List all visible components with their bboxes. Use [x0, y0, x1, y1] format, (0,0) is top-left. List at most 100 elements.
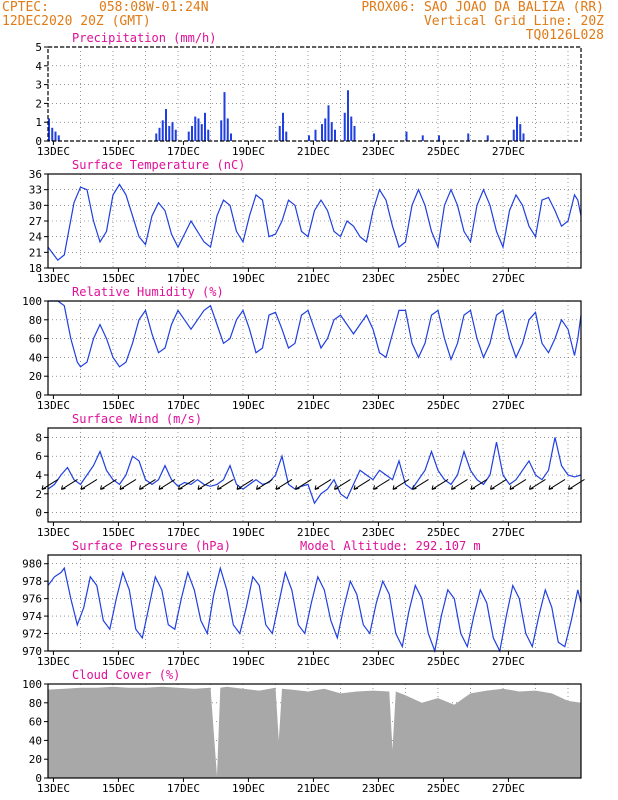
x-tick-label: 21DEC — [297, 399, 330, 412]
panel-title: Cloud Cover (%) — [72, 668, 180, 682]
x-tick-label: 27DEC — [492, 145, 525, 158]
wind-arrow — [314, 478, 332, 490]
x-tick-label: 25DEC — [427, 655, 460, 668]
wind-arrowhead — [470, 485, 476, 490]
wind-arrow — [61, 478, 78, 490]
y-tick-label: 3 — [35, 79, 42, 92]
wind-arrowhead — [275, 485, 281, 490]
precip-bar — [343, 112, 346, 141]
x-tick-label: 21DEC — [297, 145, 330, 158]
precip-bar — [155, 133, 158, 141]
wind-arrow — [470, 478, 488, 490]
precip-bar — [486, 135, 489, 141]
y-tick-label: 36 — [29, 168, 42, 181]
x-tick-label: 23DEC — [362, 272, 395, 285]
pressure-series-line — [47, 565, 582, 654]
precip-bar — [230, 133, 232, 141]
panel-frame — [47, 427, 582, 523]
y-tick-label: 33 — [29, 184, 42, 197]
wind-arrow — [119, 478, 137, 490]
wind-arrow — [275, 478, 293, 490]
wind-arrowhead — [431, 485, 437, 490]
y-tick-label: 80 — [29, 314, 42, 327]
x-tick-label: 13DEC — [37, 399, 70, 412]
precip-bar — [373, 133, 375, 141]
x-tick-label: 25DEC — [427, 526, 460, 539]
y-tick-label: 27 — [29, 215, 42, 228]
precip-bar — [174, 129, 177, 141]
x-tick-label: 21DEC — [297, 272, 330, 285]
header-source: CPTEC: — [2, 0, 49, 15]
rh-series-line — [48, 300, 582, 368]
wind-arrowhead — [158, 485, 164, 490]
y-tick-label: 0 — [35, 389, 42, 402]
x-tick-label: 15DEC — [102, 526, 135, 539]
panel-wind — [41, 427, 585, 526]
x-tick-label: 17DEC — [167, 782, 200, 795]
x-tick-label: 13DEC — [37, 782, 70, 795]
panel-title: Relative Humidity (%) — [72, 285, 224, 299]
wind-arrow — [373, 478, 390, 490]
x-tick-label: 23DEC — [362, 145, 395, 158]
y-tick-label: 8 — [35, 431, 42, 444]
wind-arrow — [236, 478, 254, 490]
wind-arrow — [529, 478, 546, 490]
wind-arrowhead — [392, 485, 398, 490]
y-tick-label: 976 — [22, 593, 42, 606]
x-tick-label: 19DEC — [232, 655, 265, 668]
precip-bar — [350, 116, 353, 141]
x-tick-label: 27DEC — [492, 526, 525, 539]
precip-bar — [421, 135, 424, 141]
wind-arrow — [139, 478, 156, 490]
wind-arrowhead — [353, 485, 359, 490]
wind-arrowhead — [178, 485, 183, 490]
wind-arrowhead — [509, 485, 515, 490]
wind-arrow — [217, 478, 234, 490]
precip-bar — [282, 112, 284, 141]
x-tick-label: 19DEC — [232, 272, 265, 285]
x-tick-label: 21DEC — [297, 526, 330, 539]
x-tick-label: 25DEC — [427, 272, 460, 285]
precip-bar — [467, 133, 470, 141]
wind-arrowhead — [197, 485, 203, 490]
y-tick-label: 0 — [35, 772, 42, 785]
y-tick-label: 0 — [35, 507, 42, 520]
x-tick-label: 27DEC — [492, 782, 525, 795]
precip-bar — [522, 133, 525, 141]
wind-arrow — [100, 478, 117, 490]
precip-bar — [223, 92, 226, 141]
y-tick-label: 2 — [35, 97, 42, 110]
x-tick-label: 25DEC — [427, 399, 460, 412]
x-tick-label: 13DEC — [37, 526, 70, 539]
precip-bar — [519, 124, 522, 141]
y-tick-label: 1 — [35, 116, 42, 129]
x-tick-label: 17DEC — [167, 526, 200, 539]
wind-arrowhead — [451, 485, 456, 490]
y-tick-label: 978 — [22, 575, 42, 588]
y-tick-label: 974 — [22, 610, 42, 623]
header-coords: 058:08W-01:24N — [99, 0, 209, 15]
wind-arrow — [41, 478, 59, 490]
y-tick-label: 970 — [22, 645, 42, 658]
header-station: PROX06: SAO JOAO DA BALIZA (RR) — [361, 0, 604, 15]
x-tick-label: 23DEC — [362, 782, 395, 795]
precip-bar — [204, 112, 206, 141]
precip-bar — [165, 109, 167, 141]
precip-bar — [405, 131, 408, 141]
precip-bar — [220, 120, 223, 141]
panel-precip — [44, 46, 582, 145]
precip-bar — [194, 116, 197, 141]
precip-bar — [353, 125, 356, 141]
precip-bar — [197, 118, 200, 141]
y-tick-label: 30 — [29, 199, 42, 212]
precip-bar — [171, 122, 174, 141]
header-grid-note: Vertical Grid Line: 20Z — [423, 14, 604, 29]
wind-arrowhead — [295, 485, 300, 490]
wind-arrow — [568, 478, 585, 490]
precip-bar — [321, 124, 323, 141]
wind-arrowhead — [412, 485, 417, 490]
cloud-cover-area — [48, 686, 581, 778]
y-tick-label: 24 — [29, 231, 43, 244]
precip-bar — [308, 135, 310, 141]
